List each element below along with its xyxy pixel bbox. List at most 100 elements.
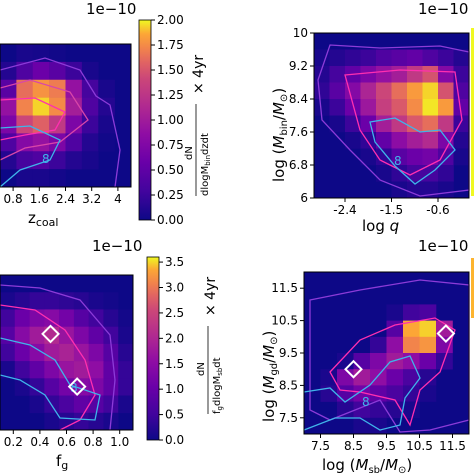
heatmap-cell <box>16 61 34 81</box>
br-contours <box>303 279 470 433</box>
tr-colorbar-edge <box>471 28 474 196</box>
colorbar-tick-label: 0.00 <box>157 213 184 227</box>
tr-heatmap-cells <box>314 49 470 199</box>
heatmap-cell <box>118 309 134 327</box>
x-tick-label: 0.4 <box>30 435 49 449</box>
y-tick-label: 10 <box>293 26 308 40</box>
heatmap-cell <box>376 99 392 116</box>
x-tick-label: 9.5 <box>377 439 396 453</box>
x-tick-label: 0.6 <box>57 435 76 449</box>
heatmap-cell <box>386 320 404 338</box>
heatmap-cell <box>329 82 346 100</box>
bl-xlabel: fg <box>56 452 68 472</box>
heatmap-cell <box>14 343 30 362</box>
panel-top-right: 8 -2.4 -1.5 -0.6 6 6.8 7.6 8.4 9.2 10 log q log… <box>270 0 470 235</box>
heatmap-cell <box>14 292 30 310</box>
tl-contour-mid <box>0 79 89 161</box>
heatmap-cell <box>0 361 16 379</box>
heatmap-cell <box>353 353 371 370</box>
heatmap-cell <box>422 132 439 149</box>
heatmap-cell <box>88 292 104 310</box>
heatmap-cell <box>314 82 330 100</box>
heatmap-cell <box>73 309 89 327</box>
svg-text:log (Mbin/M⊙): log (Mbin/M⊙) <box>270 88 290 182</box>
y-tick-label: 9.2 <box>289 59 308 73</box>
heatmap-cell <box>376 115 392 133</box>
heatmap-cell <box>118 378 134 396</box>
heatmap-cell <box>16 97 34 116</box>
heatmap-cell <box>73 326 89 345</box>
heatmap-cell <box>407 181 423 199</box>
heatmap-cell <box>407 49 423 67</box>
colorbar-tick-label: 1.25 <box>157 88 184 102</box>
y-tick-label: 6.8 <box>289 158 308 172</box>
heatmap-cell <box>29 326 45 345</box>
br-ylabel: log (Mgd/M⊙) <box>260 331 280 422</box>
heatmap-cell <box>65 133 83 152</box>
br-xlabel: log (Msb/M⊙) <box>322 456 412 474</box>
heatmap-cell <box>438 148 454 166</box>
panel-top-left: 8 0.8 1.6 2.4 3.2 4 zcoal 0.00 0.25 0.50 0.75 1.… <box>0 0 212 229</box>
br-multiplier: 1e−10 <box>418 237 468 255</box>
heatmap-cell <box>320 385 338 402</box>
heatmap-cell <box>44 309 60 327</box>
heatmap-cell <box>419 353 437 370</box>
heatmap-cell <box>360 66 377 83</box>
heatmap-cell <box>59 326 75 345</box>
heatmap-cell <box>360 82 377 100</box>
heatmap-cell <box>0 309 16 327</box>
heatmap-cell <box>81 151 99 170</box>
svg-text:dN: dN <box>196 362 207 376</box>
br-contour-label: 8 <box>362 395 370 409</box>
heatmap-cell <box>403 369 420 386</box>
bl-colorbar-gradient <box>147 257 159 440</box>
tl-colorbar-ticks: 0.00 0.25 0.50 0.75 1.00 1.25 1.50 1.75 2.00 <box>151 13 184 227</box>
heatmap-cell <box>345 99 361 116</box>
tl-xlabel: zcoal <box>28 209 58 229</box>
heatmap-cell <box>73 361 89 379</box>
y-tick-label: 6 <box>300 191 308 205</box>
tl-contour-blue <box>0 125 61 188</box>
tl-colorbar-multiplier: 1e−10 <box>86 0 136 18</box>
x-tick-label: 1.6 <box>30 192 49 206</box>
heatmap-cell <box>329 66 346 83</box>
heatmap-cell <box>32 79 50 98</box>
bl-colorbar-frame <box>146 256 160 441</box>
bl-contour-blue <box>0 337 101 421</box>
heatmap-cell <box>407 115 423 133</box>
colorbar-tick-label: 2.0 <box>165 331 184 345</box>
heatmap-cell <box>88 378 104 396</box>
heatmap-cell <box>453 148 470 166</box>
heatmap-cell <box>103 309 119 327</box>
colorbar-tick-label: 1.75 <box>157 38 184 52</box>
colorbar-tick-label: 1.00 <box>157 113 184 127</box>
tl-contour-label: 8 <box>42 152 50 166</box>
br-x-ticks: 7.5 8.5 9.5 10.5 11.5 <box>311 434 466 453</box>
heatmap-cell <box>407 66 423 83</box>
heatmap-cell <box>0 79 17 98</box>
heatmap-cell <box>438 82 454 100</box>
heatmap-cell <box>59 309 75 327</box>
heatmap-cell <box>386 353 404 370</box>
heatmap-cell <box>403 353 420 370</box>
heatmap-cell <box>422 49 439 67</box>
heatmap-cell <box>98 115 115 134</box>
heatmap-cell <box>118 395 134 414</box>
heatmap-cell <box>345 132 361 149</box>
heatmap-cell <box>103 343 119 362</box>
colorbar-tick-label: 3.5 <box>165 255 184 269</box>
heatmap-cell <box>419 320 437 338</box>
x-tick-label: 2.4 <box>56 192 75 206</box>
heatmap-cell <box>360 99 377 116</box>
heatmap-cell <box>391 132 408 149</box>
heatmap-cell <box>386 369 404 386</box>
tl-colorbar-label: dN dlogMbindzdt × 4yr <box>184 55 212 196</box>
x-tick-label: -2.4 <box>333 203 356 217</box>
diamond-marker <box>41 324 60 344</box>
x-tick-label: 10.5 <box>406 439 433 453</box>
heatmap-cell <box>453 66 470 83</box>
bl-colorbar-ticks: 0.0 0.5 1.0 1.5 2.0 2.5 3.0 3.5 <box>159 255 184 447</box>
heatmap-cell <box>403 401 420 419</box>
tl-heatmap-cells <box>0 44 115 188</box>
heatmap-cell <box>419 369 437 386</box>
